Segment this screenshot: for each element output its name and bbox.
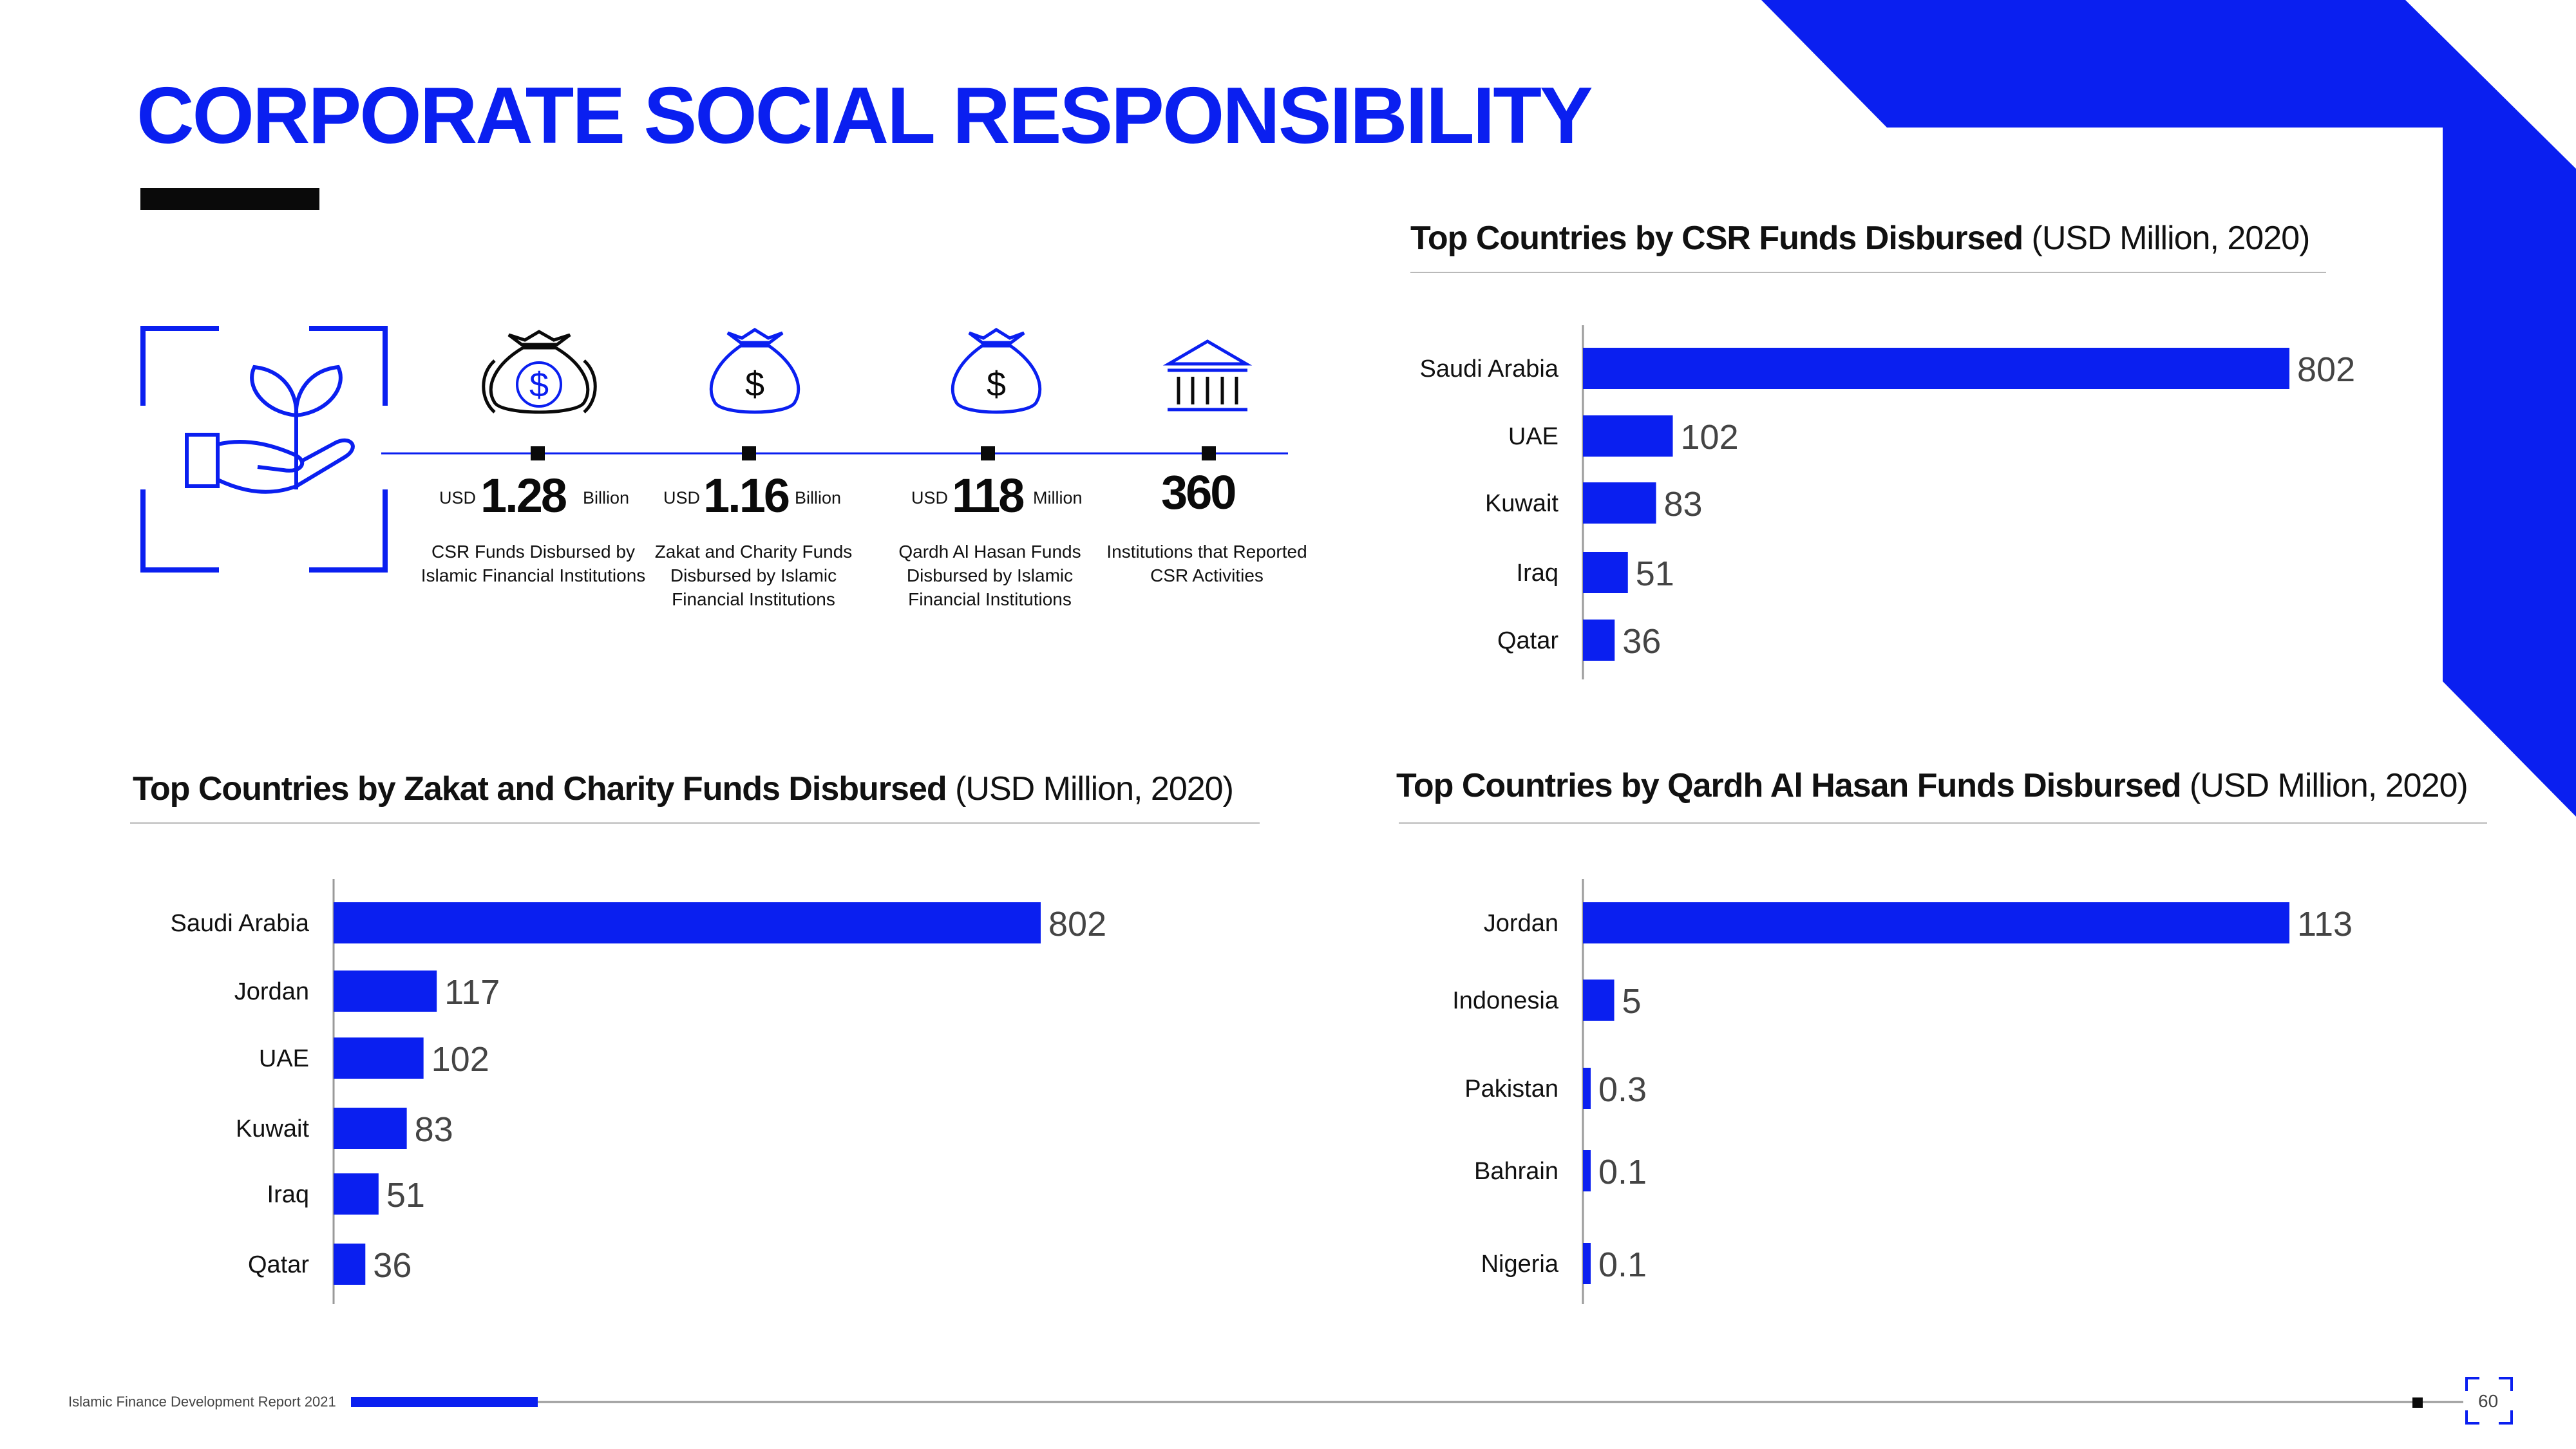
dollar-glyph: $: [987, 365, 1006, 404]
stat-unit: Billion: [795, 488, 842, 507]
bar: [1583, 415, 1673, 457]
chart-title-zakat: Top Countries by Zakat and Charity Funds…: [133, 770, 1234, 808]
stat-description: Institutions that Reported CSR Activitie…: [1106, 542, 1307, 585]
chart-title-subtitle: (USD Million, 2020): [955, 770, 1234, 808]
stat-prefix: USD: [911, 488, 949, 507]
chart-rule: [1410, 272, 2326, 273]
page-title: CORPORATE SOCIAL RESPONSIBILITY: [137, 71, 1593, 160]
value-label: 51: [386, 1176, 425, 1215]
chart-title-csr: Top Countries by CSR Funds Disbursed (US…: [1410, 219, 2311, 258]
value-label: 5: [1622, 982, 1642, 1021]
category-label: Jordan: [1484, 910, 1558, 937]
category-label: Qatar: [248, 1251, 309, 1278]
stat-value: 1.16: [703, 469, 790, 522]
stat-value: 360: [1161, 466, 1236, 519]
stat-prefix: USD: [663, 488, 701, 507]
money-bag-icon: [482, 330, 597, 414]
chart-title-subtitle: (USD Million, 2020): [2031, 220, 2311, 257]
category-label: Kuwait: [1485, 490, 1558, 517]
stat-unit: Million: [1033, 488, 1083, 507]
bar: [334, 1173, 379, 1215]
bar: [1583, 482, 1656, 524]
page-number: 60: [2478, 1391, 2499, 1411]
category-label: Saudi Arabia: [1420, 355, 1559, 383]
stat-description: CSR Funds Disbursed by Islamic Financial…: [421, 542, 646, 585]
value-label: 102: [431, 1040, 489, 1079]
bar: [1583, 552, 1628, 593]
stat-description: Zakat and Charity Funds Disbursed by Isl…: [654, 542, 853, 609]
value-label: 83: [415, 1110, 453, 1149]
category-label: Iraq: [267, 1181, 309, 1208]
dollar-glyph: $: [745, 365, 764, 404]
stat-unit: Billion: [583, 488, 630, 507]
stat-prefix: USD: [439, 488, 477, 507]
page-number-frame: [2465, 1377, 2513, 1425]
bar: [334, 971, 437, 1012]
value-label: 802: [1048, 905, 1106, 943]
bar: [1583, 620, 1615, 661]
stats-timeline: [381, 446, 1288, 460]
bar: [1583, 1150, 1591, 1191]
category-label: Iraq: [1517, 560, 1558, 587]
category-label: Bahrain: [1474, 1158, 1558, 1185]
category-label: Qatar: [1497, 627, 1558, 654]
category-label: Nigeria: [1481, 1251, 1559, 1278]
bar: [1583, 980, 1615, 1021]
category-label: UAE: [1508, 423, 1558, 450]
bar: [1583, 1068, 1591, 1109]
chart-rule: [130, 822, 1260, 824]
footer-report-title: Islamic Finance Development Report 2021: [68, 1394, 336, 1410]
value-label: 36: [373, 1246, 412, 1285]
bar: [334, 1244, 366, 1285]
stat-description: Qardh Al Hasan Funds Disbursed by Islami…: [898, 542, 1081, 609]
chart-title-main: Top Countries by Qardh Al Hasan Funds Di…: [1396, 767, 2181, 804]
category-label: Saudi Arabia: [171, 910, 310, 937]
chart-title-main: Top Countries by Zakat and Charity Funds…: [133, 770, 947, 808]
chart-title-main: Top Countries by CSR Funds Disbursed: [1410, 220, 2023, 257]
value-label: 117: [444, 973, 500, 1012]
category-label: Indonesia: [1452, 987, 1559, 1014]
value-label: 36: [1622, 622, 1661, 661]
title-underline: [140, 188, 319, 210]
chart-title-qardh: Top Countries by Qardh Al Hasan Funds Di…: [1396, 766, 2468, 805]
category-label: Kuwait: [236, 1115, 309, 1142]
bar: [334, 1037, 424, 1079]
chart-title-subtitle: (USD Million, 2020): [2189, 767, 2468, 804]
value-label: 0.3: [1598, 1070, 1647, 1109]
value-label: 113: [2297, 905, 2353, 943]
money-bag-icon: [709, 328, 800, 414]
footer-line: [351, 1397, 2463, 1408]
value-label: 102: [1681, 418, 1739, 457]
bar: [1583, 1243, 1591, 1284]
value-label: 51: [1636, 554, 1674, 593]
category-label: Jordan: [234, 978, 309, 1005]
chart-rule: [1399, 822, 2487, 824]
value-label: 0.1: [1598, 1245, 1647, 1284]
value-label: 83: [1664, 485, 1703, 524]
category-label: Pakistan: [1464, 1075, 1558, 1103]
institution-icon: [1162, 339, 1253, 412]
hand-plant-icon: [140, 326, 388, 573]
value-label: 802: [2297, 350, 2355, 389]
bar: [334, 902, 1041, 943]
money-bag-icon-accent: [516, 361, 562, 408]
bar: [334, 1108, 407, 1149]
value-label: 0.1: [1598, 1153, 1647, 1191]
money-bag-icon: [951, 328, 1042, 414]
dollar-glyph: $: [529, 366, 549, 404]
stat-value: 118: [952, 469, 1025, 522]
category-label: UAE: [259, 1045, 309, 1072]
stat-value: 1.28: [480, 469, 567, 522]
corner-decoration: [1761, 0, 2576, 817]
bar: [1583, 902, 2289, 943]
bar: [1583, 348, 2289, 389]
